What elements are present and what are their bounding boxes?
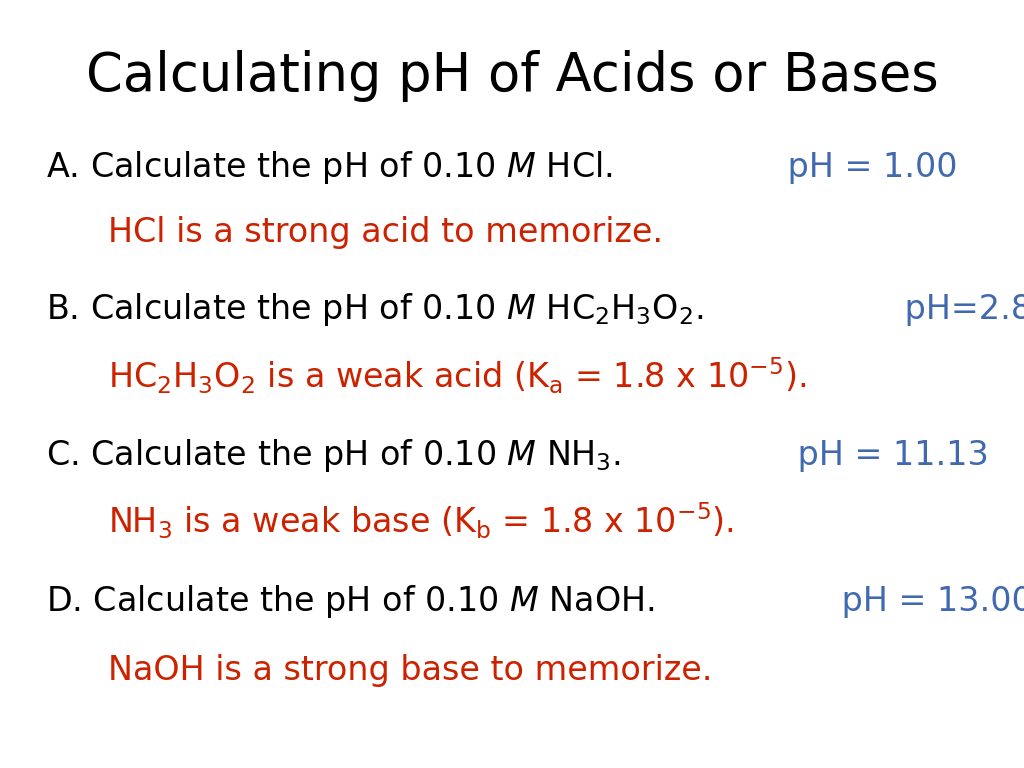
Text: pH=2.87: pH=2.87 xyxy=(894,293,1024,326)
Text: Calculating pH of Acids or Bases: Calculating pH of Acids or Bases xyxy=(86,50,938,102)
Text: NaOH is a strong base to memorize.: NaOH is a strong base to memorize. xyxy=(108,654,712,687)
Text: HC$_2$H$_3$O$_2$ is a weak acid (K$_\mathrm{a}$ = 1.8 x 10$^{-5}$).: HC$_2$H$_3$O$_2$ is a weak acid (K$_\mat… xyxy=(108,355,806,396)
Text: pH = 11.13: pH = 11.13 xyxy=(787,439,989,472)
Text: A. Calculate the pH of 0.10 $\mathit{M}$ HCl.: A. Calculate the pH of 0.10 $\mathit{M}$… xyxy=(46,149,612,186)
Text: D. Calculate the pH of 0.10 $\mathit{M}$ NaOH.: D. Calculate the pH of 0.10 $\mathit{M}$… xyxy=(46,583,654,620)
Text: NH$_3$ is a weak base (K$_\mathrm{b}$ = 1.8 x 10$^{-5}$).: NH$_3$ is a weak base (K$_\mathrm{b}$ = … xyxy=(108,501,733,541)
Text: B. Calculate the pH of 0.10 $\mathit{M}$ HC$_2$H$_3$O$_2$.: B. Calculate the pH of 0.10 $\mathit{M}$… xyxy=(46,291,703,328)
Text: pH = 13.00: pH = 13.00 xyxy=(831,584,1024,617)
Text: HCl is a strong acid to memorize.: HCl is a strong acid to memorize. xyxy=(108,216,663,249)
Text: pH = 1.00: pH = 1.00 xyxy=(777,151,957,184)
Text: C. Calculate the pH of 0.10 $\mathit{M}$ NH$_3$.: C. Calculate the pH of 0.10 $\mathit{M}$… xyxy=(46,437,621,474)
